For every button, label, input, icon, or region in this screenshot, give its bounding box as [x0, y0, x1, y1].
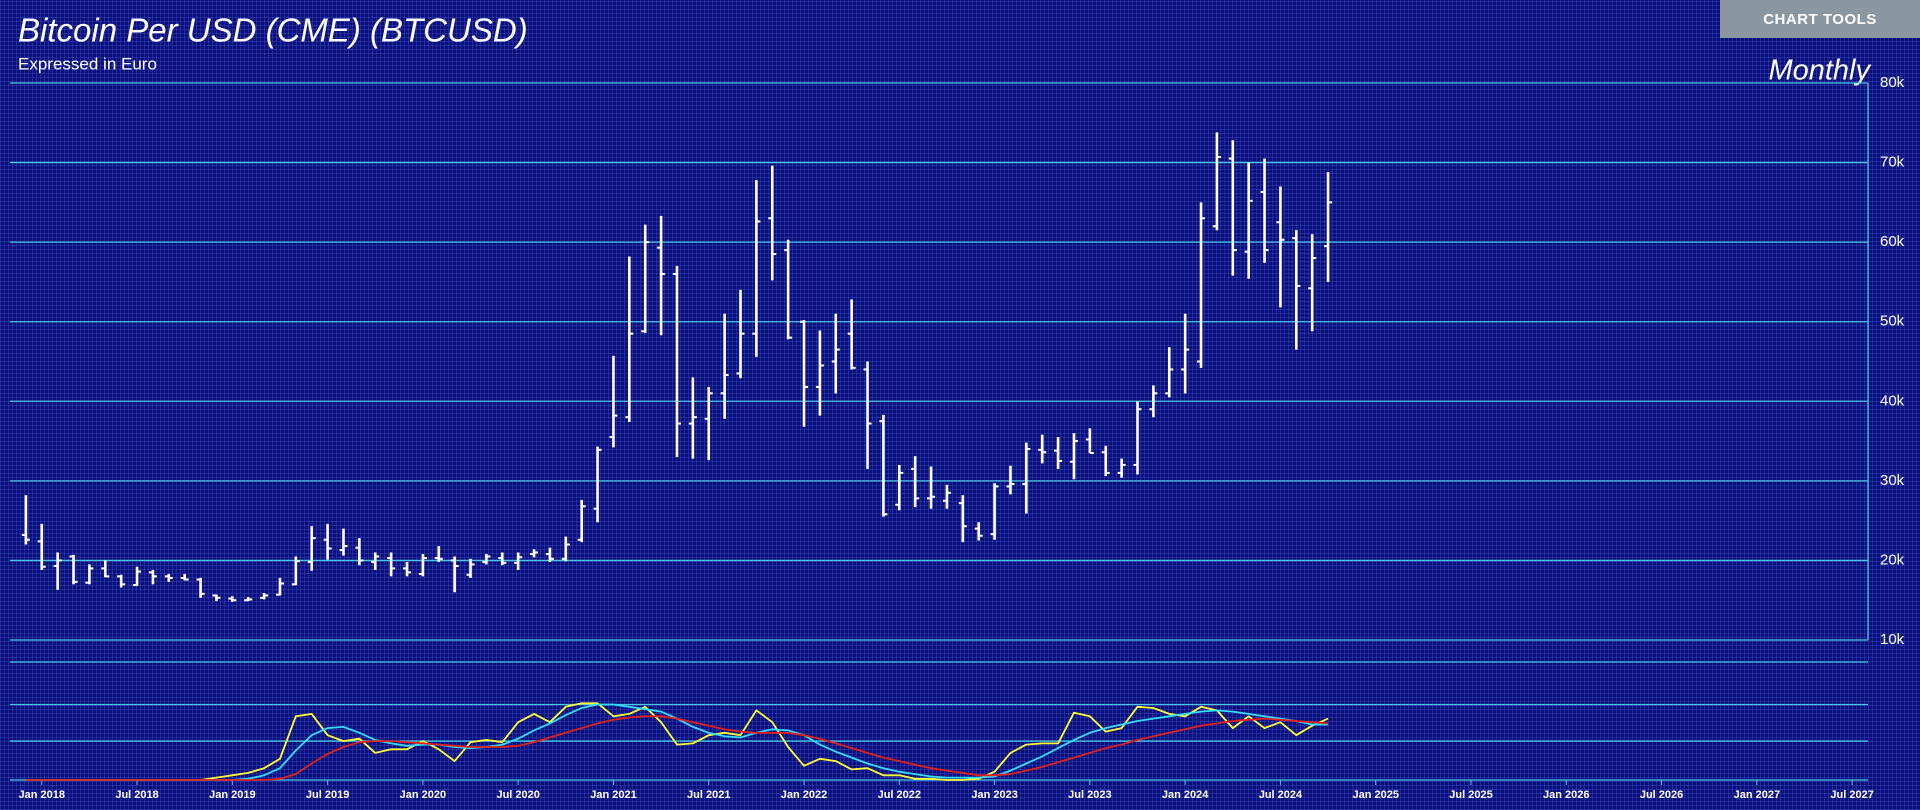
- chart-subtitle: Expressed in Euro: [18, 54, 157, 73]
- x-tick-label: Jan 2026: [1543, 789, 1589, 801]
- x-tick-label: Jul 2027: [1830, 789, 1873, 801]
- indicator-line: [25, 715, 1329, 781]
- x-tick-label: Jan 2021: [590, 789, 636, 801]
- x-tick-label: Jul 2024: [1259, 789, 1303, 801]
- x-tick-label: Jul 2021: [687, 789, 730, 801]
- x-tick-label: Jan 2025: [1352, 789, 1398, 801]
- x-tick-label: Jan 2019: [209, 789, 255, 801]
- x-tick-label: Jul 2025: [1449, 789, 1492, 801]
- x-tick-label: Jan 2018: [19, 789, 65, 801]
- x-tick-label: Jul 2018: [115, 789, 158, 801]
- x-tick-label: Jul 2022: [878, 789, 921, 801]
- x-tick-label: Jan 2027: [1734, 789, 1780, 801]
- x-tick-label: Jul 2026: [1640, 789, 1683, 801]
- indicator-line: [25, 703, 1329, 781]
- x-tick-label: Jul 2019: [306, 789, 349, 801]
- x-tick-label: Jan 2020: [400, 789, 446, 801]
- y-tick-label: 30k: [1880, 472, 1905, 489]
- y-tick-label: 10k: [1880, 631, 1905, 648]
- x-tick-label: Jan 2024: [1162, 789, 1209, 801]
- x-tick-label: Jan 2023: [971, 789, 1017, 801]
- y-tick-label: 50k: [1880, 313, 1905, 330]
- indicator-line: [25, 702, 1329, 781]
- timeframe-label: Monthly: [1768, 55, 1871, 87]
- chart-title: Bitcoin Per USD (CME) (BTCUSD): [18, 12, 528, 49]
- y-tick-label: 40k: [1880, 392, 1905, 409]
- y-tick-label: 20k: [1880, 551, 1905, 568]
- y-tick-label: 70k: [1880, 154, 1905, 171]
- x-tick-label: Jul 2023: [1068, 789, 1111, 801]
- y-tick-label: 80k: [1880, 74, 1905, 91]
- x-tick-label: Jan 2022: [781, 789, 827, 801]
- chart-tools-button[interactable]: CHART TOOLS: [1720, 0, 1920, 38]
- x-tick-label: Jul 2020: [496, 789, 539, 801]
- y-tick-label: 60k: [1880, 233, 1905, 250]
